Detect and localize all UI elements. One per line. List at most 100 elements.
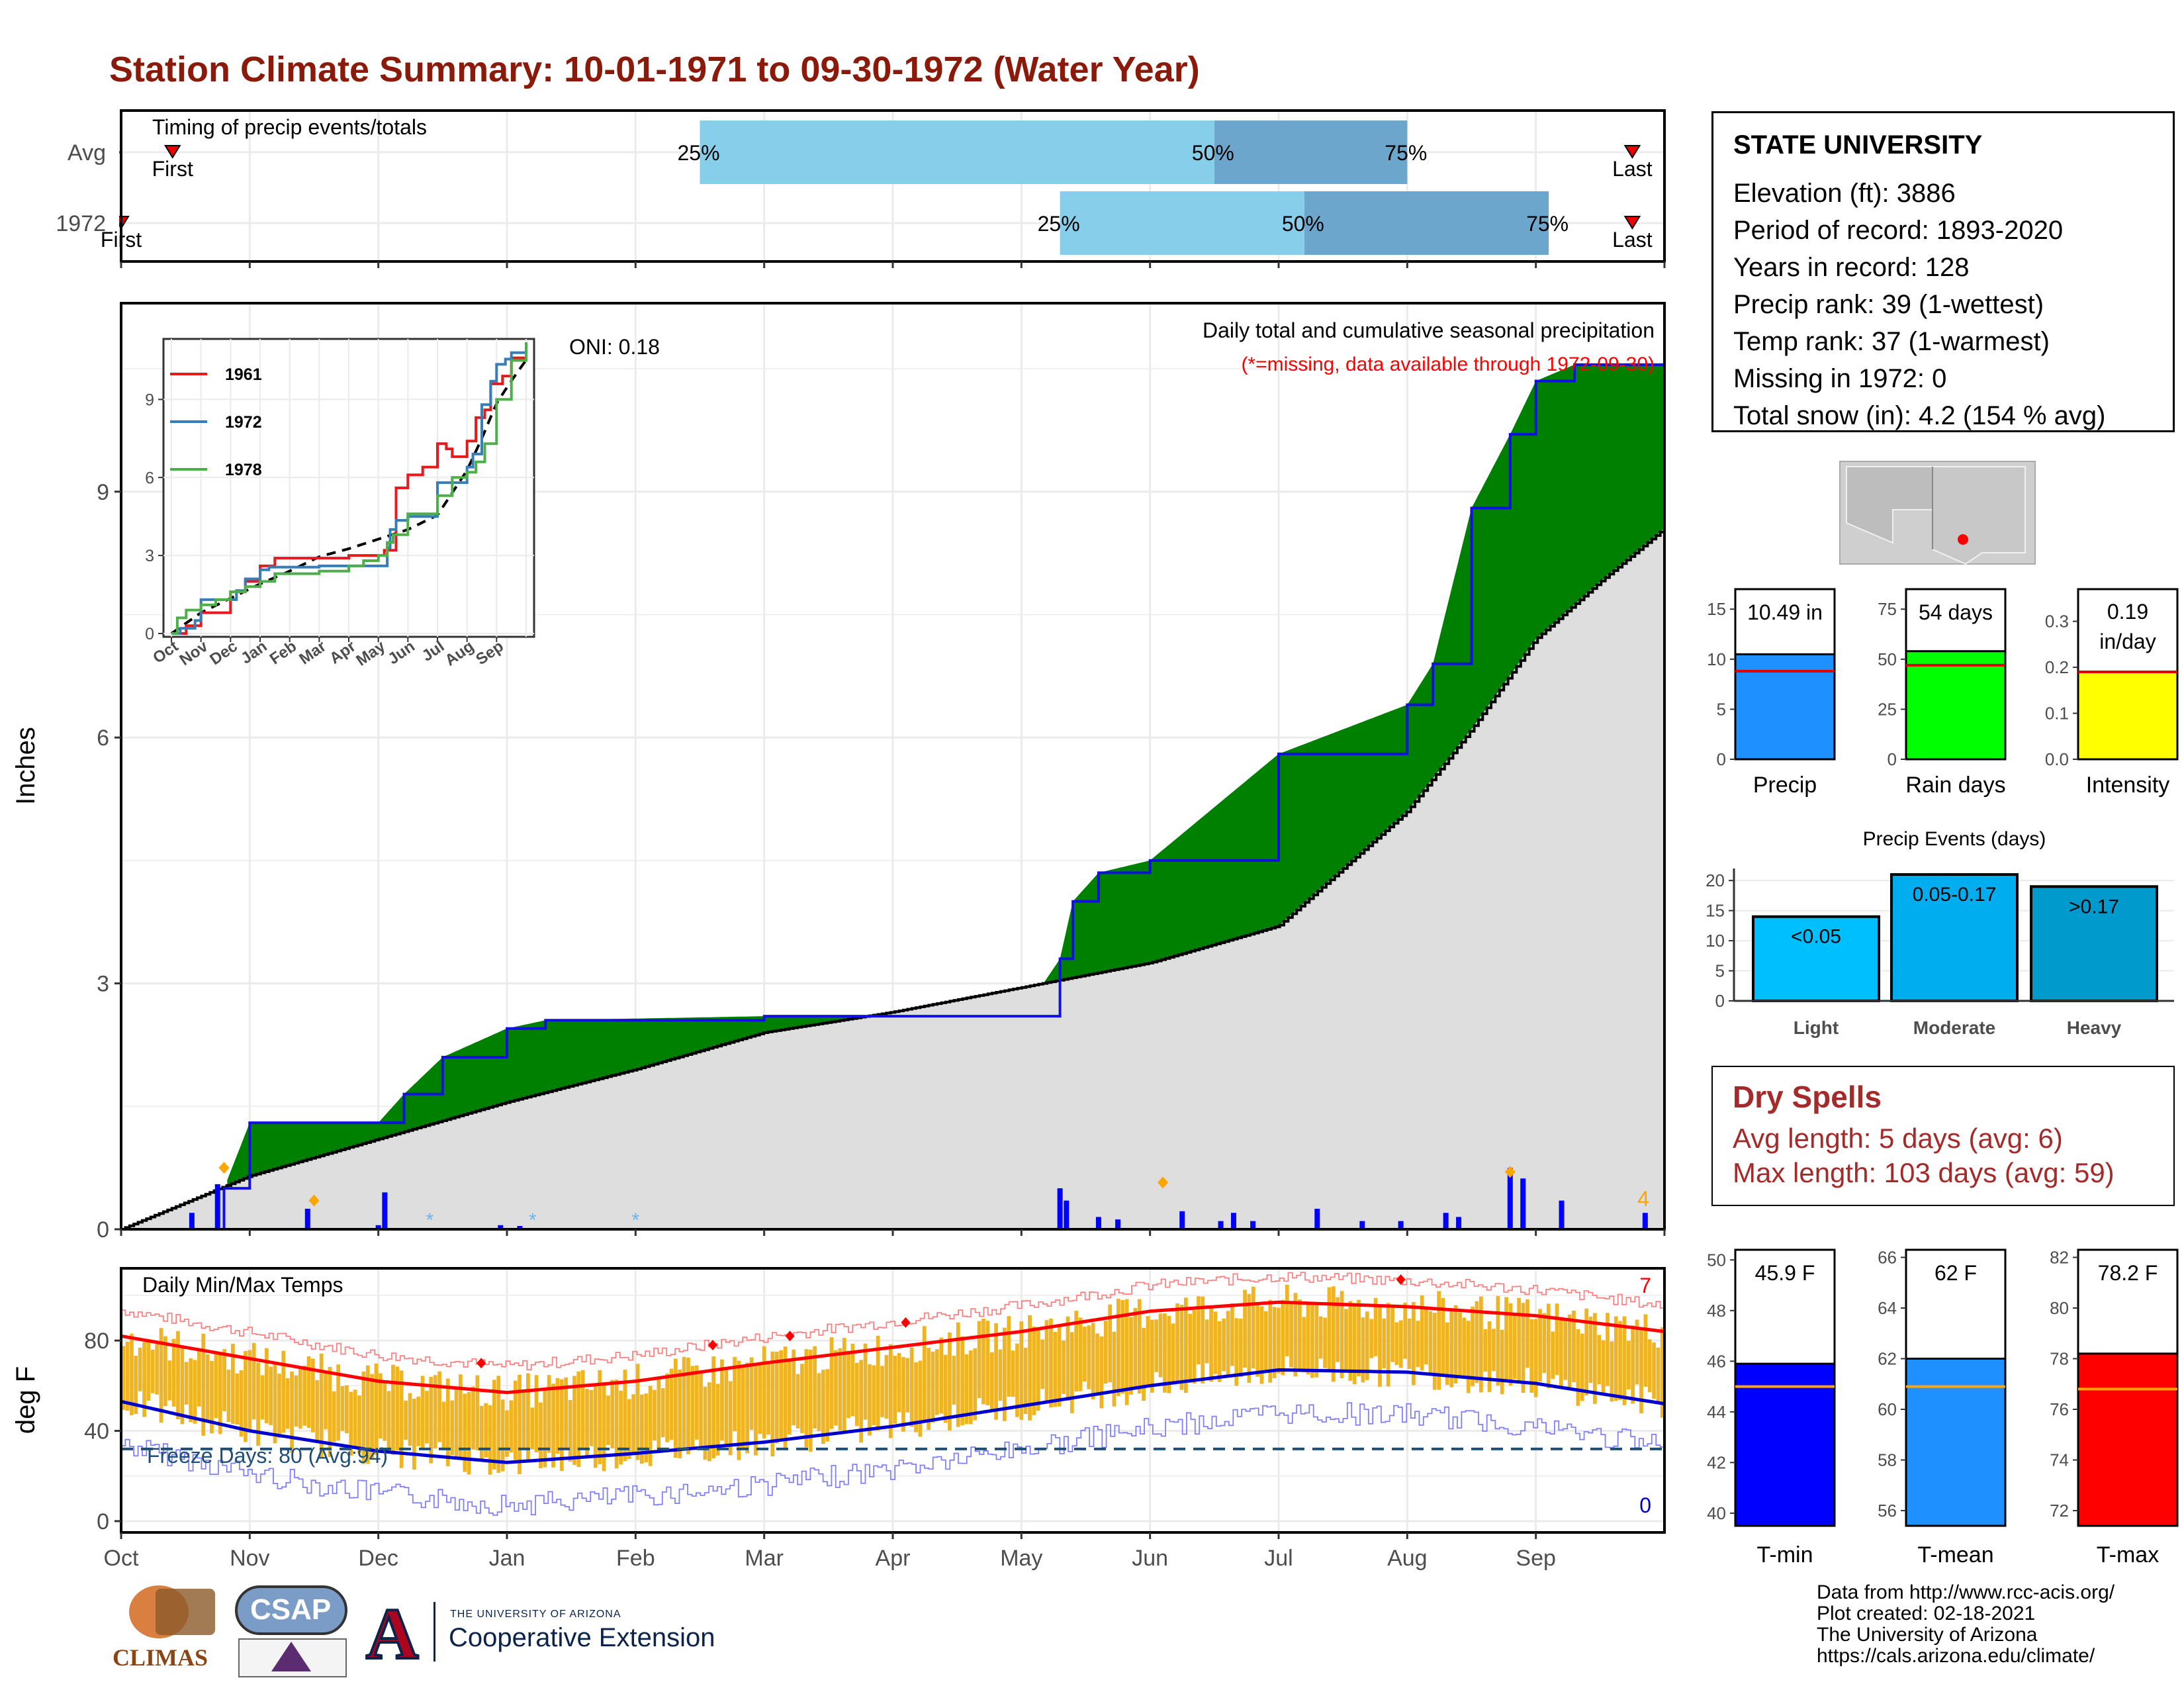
daily-temp-bar (653, 1389, 657, 1441)
daily-temp-bar (1327, 1287, 1332, 1373)
daily-temp-bar (496, 1376, 501, 1473)
daily-temp-bar (1255, 1305, 1260, 1377)
timing-q75-label: 75% (1385, 141, 1427, 165)
daily-temp-bar (277, 1374, 281, 1438)
daily-temp-bar (260, 1375, 265, 1420)
daily-temp-bar (471, 1386, 475, 1450)
daily-precip-bar (517, 1226, 523, 1229)
daily-temp-bar (298, 1368, 302, 1429)
csap-logo-text: CSAP (250, 1593, 332, 1626)
daily-temp-bar (754, 1364, 758, 1456)
daily-temp-bar (201, 1333, 206, 1436)
daily-temp-bar (1074, 1311, 1079, 1391)
daily-temp-bar (1453, 1305, 1458, 1383)
temp-ytick-label: 40 (84, 1419, 109, 1444)
daily-temp-bar (239, 1370, 244, 1437)
daily-temp-bar (1639, 1329, 1643, 1413)
daily-temp-bar (585, 1389, 589, 1456)
inset-ytick-label: 9 (145, 391, 154, 409)
precip-header: Daily total and cumulative seasonal prec… (1203, 318, 1655, 342)
event-bar (1752, 915, 1880, 1003)
last-label: Last (1612, 157, 1653, 181)
daily-temp-bar (1584, 1308, 1589, 1395)
summary-ytick-label: 5 (1717, 699, 1726, 719)
daily-temp-bar (703, 1386, 707, 1460)
daily-temp-bar (707, 1382, 711, 1462)
daily-temp-bar (1449, 1310, 1454, 1387)
daily-temp-bar (1390, 1305, 1394, 1362)
daily-temp-bar (1643, 1314, 1648, 1387)
timing-q50-label: 50% (1282, 212, 1324, 236)
summary-value-label: 45.9 F (1755, 1261, 1815, 1285)
summary-ytick-label: 0 (1888, 749, 1897, 769)
daily-temp-bar (130, 1333, 134, 1415)
timing-row-label: 1972 (56, 211, 106, 236)
daily-temp-bar (1108, 1304, 1113, 1383)
snow-marker (308, 1194, 320, 1207)
summary-ytick-label: 0.0 (2045, 749, 2069, 769)
daily-precip-bar (304, 1209, 310, 1229)
daily-temp-bar (1412, 1301, 1416, 1385)
daily-temp-bar (1369, 1319, 1374, 1358)
daily-temp-bar (1437, 1291, 1441, 1390)
daily-temp-bar (193, 1360, 197, 1424)
daily-precip-bar (1250, 1221, 1256, 1229)
daily-temp-bar (1336, 1297, 1340, 1362)
daily-temp-bar (1424, 1308, 1428, 1365)
daily-temp-bar (1120, 1299, 1125, 1394)
daily-temp-bar (1015, 1343, 1019, 1417)
credit-line: https://cals.arizona.edu/climate/ (1817, 1645, 2095, 1667)
daily-precip-bar (1230, 1213, 1236, 1229)
daily-temp-bar (576, 1371, 581, 1468)
daily-temp-bar (1517, 1297, 1522, 1382)
daily-temp-bar (1378, 1304, 1382, 1387)
daily-temp-bar (1150, 1319, 1154, 1393)
temp-xtick-label: Jan (489, 1546, 525, 1571)
daily-temp-bar (1083, 1327, 1087, 1382)
daily-temp-bar (821, 1370, 825, 1444)
daily-temp-bar (1175, 1303, 1179, 1383)
record-high-marker (707, 1339, 717, 1350)
daily-temp-bar (251, 1342, 256, 1420)
daily-temp-bar (1003, 1327, 1007, 1421)
summary-ytick-label: 0.2 (2045, 657, 2069, 677)
daily-temp-bar (547, 1375, 551, 1453)
daily-temp-bar (678, 1369, 682, 1458)
missing-marker: * (529, 1209, 537, 1231)
daily-temp-bar (484, 1403, 488, 1458)
daily-temp-bar (290, 1371, 294, 1453)
events-ytick-label: 10 (1706, 931, 1725, 951)
inset-ytick-label: 6 (145, 469, 154, 487)
ua-small-text: THE UNIVERSITY OF ARIZONA (450, 1609, 621, 1620)
daily-temp-bar (1302, 1317, 1306, 1372)
daily-temp-bar (450, 1400, 455, 1456)
daily-temp-bar (1567, 1314, 1572, 1388)
daily-temp-bar (1007, 1316, 1011, 1397)
daily-temp-bar (1656, 1347, 1661, 1402)
precip-ytick-label: 3 (97, 972, 109, 997)
precip-ytick-label: 6 (97, 726, 109, 751)
inset-legend-label: 1972 (225, 413, 262, 432)
daily-temp-bar (214, 1353, 218, 1419)
daily-temp-bar (1222, 1318, 1226, 1372)
daily-temp-bar (180, 1346, 185, 1425)
daily-temp-bar (416, 1396, 421, 1446)
daily-precip-bar (1507, 1168, 1513, 1229)
daily-temp-bar (1049, 1318, 1053, 1408)
daily-temp-bar (623, 1370, 627, 1462)
daily-temp-bar (1441, 1297, 1445, 1374)
daily-temp-bar (500, 1399, 505, 1472)
daily-temp-bar (383, 1380, 387, 1441)
station-temp-rank: Temp rank: 37 (1-warmest) (1733, 327, 2050, 356)
summary-ytick-label: 58 (1878, 1450, 1897, 1470)
event-range-label: >0.17 (2069, 896, 2119, 917)
daily-temp-bar (627, 1399, 631, 1459)
daily-temp-bar (1610, 1341, 1614, 1402)
daily-temp-bar (1563, 1318, 1568, 1380)
daily-temp-bar (1213, 1311, 1218, 1374)
summary-axis-label: T-max (2097, 1542, 2159, 1568)
daily-temp-bar (948, 1333, 952, 1430)
daily-temp-bar (724, 1368, 729, 1445)
station-location-marker (1958, 534, 1968, 545)
daily-temp-bar (1542, 1313, 1547, 1374)
